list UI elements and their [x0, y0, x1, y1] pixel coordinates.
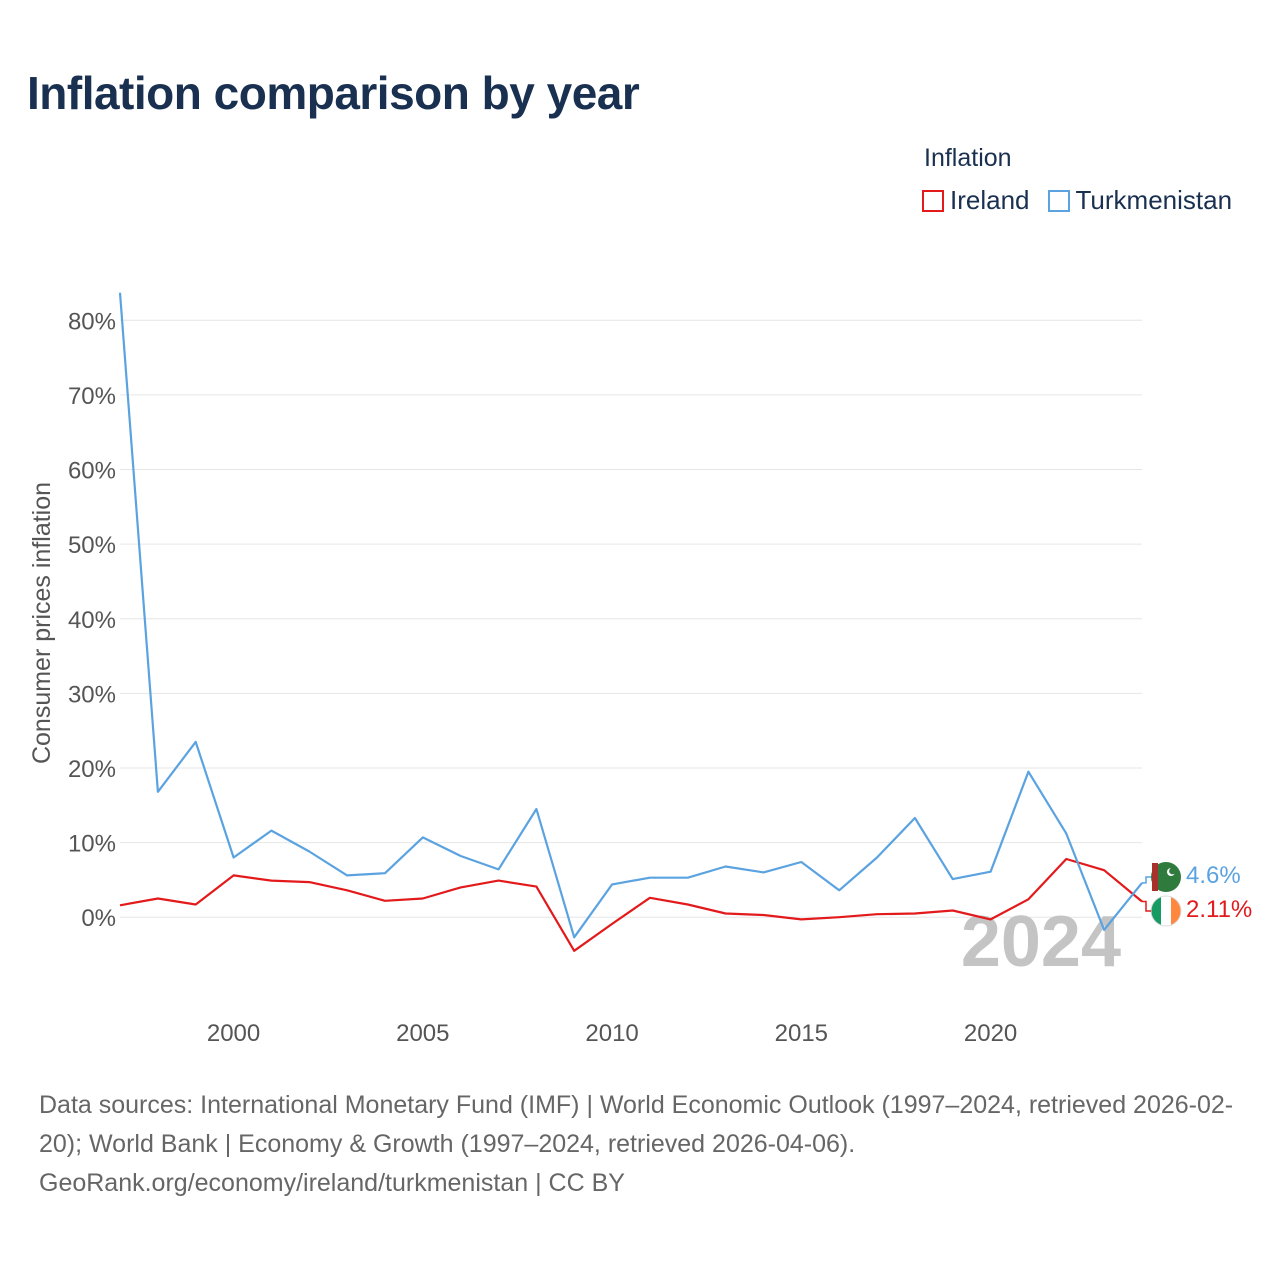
legend-label-ireland: Ireland — [950, 185, 1030, 215]
y-tick-label: 50% — [68, 532, 116, 559]
y-tick-label: 10% — [68, 831, 116, 858]
y-axis-ticks: 0% 10% 20% 30% 40% 50% 60% 70% 80% — [68, 308, 116, 932]
source-note: Data sources: International Monetary Fun… — [39, 1086, 1249, 1203]
legend-label-turkmenistan: Turkmenistan — [1075, 185, 1233, 215]
legend-item-ireland[interactable]: Ireland — [922, 185, 1030, 216]
x-tick-label: 2015 — [775, 1020, 828, 1047]
x-axis-ticks: 2000 2005 2010 2015 2020 — [207, 1020, 1017, 1047]
legend-title: Inflation — [924, 144, 1012, 172]
end-labels: 4.6% 2.11% — [1142, 862, 1252, 927]
end-label-ireland: 2.11% — [1186, 896, 1252, 923]
source-credit: GeoRank.org/economy/ireland/turkmenistan… — [39, 1169, 625, 1197]
series-line-ireland — [119, 857, 1143, 952]
y-tick-label: 30% — [68, 681, 116, 708]
y-tick-label: 40% — [68, 607, 116, 634]
ireland-flag-icon — [1150, 895, 1182, 927]
x-tick-label: 2000 — [207, 1020, 260, 1047]
legend-item-turkmenistan[interactable]: Turkmenistan — [1047, 185, 1233, 216]
x-tick-label: 2010 — [585, 1020, 638, 1047]
y-tick-label: 80% — [68, 308, 116, 335]
x-tick-label: 2020 — [964, 1020, 1017, 1047]
turkmenistan-flag-icon — [1151, 862, 1181, 892]
legend: Ireland Turkmenistan — [922, 185, 1232, 216]
chart: 0%10%20%30%40%50%60%70%80% 2000 2005 2010 2… — [28, 292, 1252, 1047]
legend-swatch-ireland — [922, 189, 944, 212]
grid — [120, 319, 1142, 918]
end-connector-turkmenistan — [1142, 876, 1151, 884]
x-tick-label: 2005 — [396, 1020, 449, 1047]
y-tick-label: 60% — [68, 458, 116, 485]
year-watermark: 2024 — [961, 902, 1121, 982]
y-tick-label: 70% — [68, 383, 116, 410]
end-label-turkmenistan: 4.6% — [1186, 862, 1241, 889]
series-lines — [118, 292, 1143, 952]
y-axis-label: Consumer prices inflation — [28, 482, 56, 764]
page-title: Inflation comparison by year — [27, 67, 640, 119]
y-tick-label: 20% — [68, 756, 116, 783]
legend-swatch-turkmenistan — [1047, 189, 1070, 212]
y-tick-label: 0% — [81, 905, 116, 932]
source-line: Data sources: International Monetary Fun… — [39, 1091, 1234, 1158]
end-connector-ireland — [1142, 900, 1151, 912]
series-line-turkmenistan — [118, 292, 1143, 939]
